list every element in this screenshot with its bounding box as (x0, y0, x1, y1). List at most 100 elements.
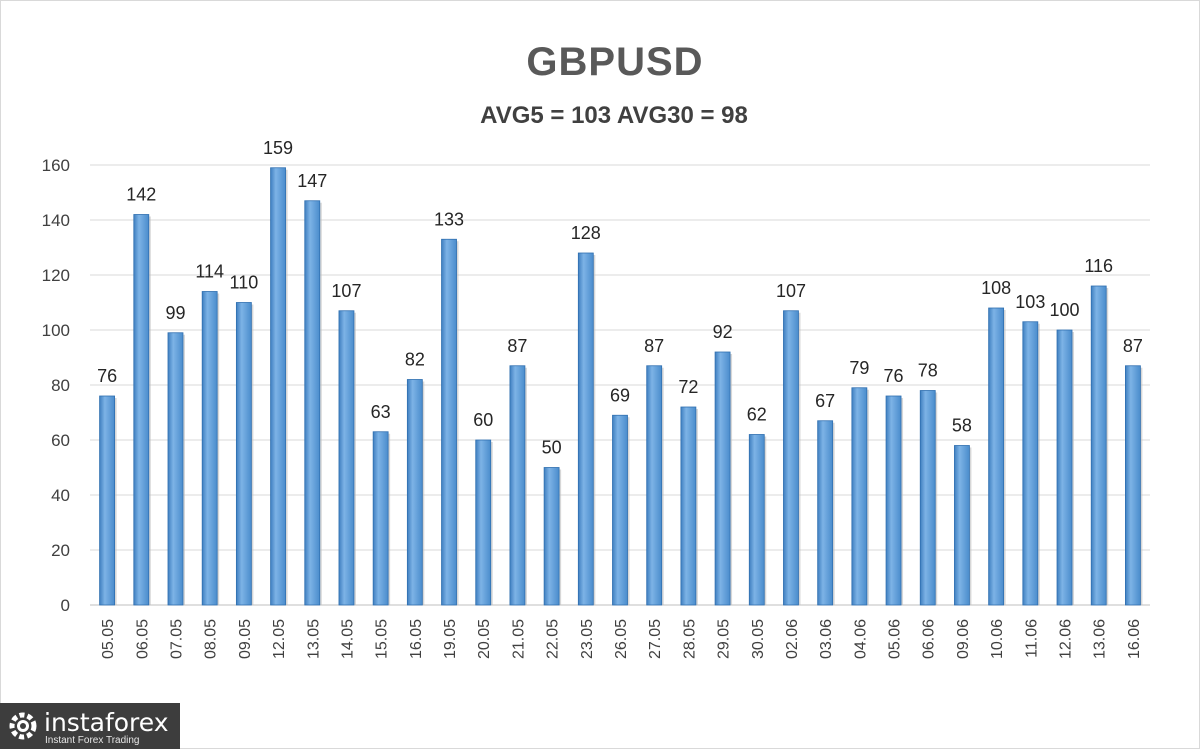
bar (1090, 285, 1107, 606)
data-label: 159 (263, 138, 293, 158)
x-tick-label: 03.06 (818, 619, 835, 659)
x-tick-label: 02.06 (784, 619, 801, 659)
bar (851, 387, 868, 606)
x-tick-label: 20.05 (476, 619, 493, 659)
x-tick-label: 16.06 (1126, 619, 1143, 659)
bar (680, 406, 697, 606)
data-label: 147 (297, 171, 327, 191)
y-tick-label: 40 (51, 486, 70, 505)
x-axis-ticks: 05.05 06.05 07.05 08.05 09.05 12.05 13.05 14.05… (100, 619, 1143, 659)
data-label: 69 (610, 385, 630, 405)
bar (509, 365, 526, 606)
x-tick-label: 11.06 (1023, 619, 1040, 658)
y-tick-label: 0 (61, 596, 70, 615)
x-tick-label: 06.06 (921, 619, 938, 659)
x-tick-label: 22.05 (545, 619, 562, 659)
data-label: 76 (884, 366, 904, 386)
data-label: 103 (1015, 292, 1045, 312)
x-tick-label: 14.05 (339, 619, 356, 659)
x-tick-label: 10.06 (989, 619, 1006, 659)
x-tick-label: 13.05 (305, 619, 322, 659)
x-tick-label: 16.05 (408, 619, 425, 659)
data-label: 114 (195, 262, 224, 282)
bar (201, 291, 218, 606)
x-tick-label: 07.05 (168, 619, 185, 659)
x-tick-label: 04.06 (852, 619, 869, 659)
data-label: 110 (230, 273, 259, 293)
data-label: 67 (815, 391, 835, 411)
bar (646, 365, 663, 606)
bar (577, 252, 594, 606)
x-tick-label: 30.05 (750, 619, 767, 659)
bar (475, 439, 492, 606)
x-tick-label: 23.05 (579, 619, 596, 659)
x-tick-label: 09.05 (237, 619, 254, 659)
data-label: 50 (542, 438, 562, 458)
bar (1022, 321, 1039, 606)
data-label: 76 (97, 366, 117, 386)
bar (954, 445, 970, 606)
x-tick-label: 27.05 (647, 619, 664, 659)
data-label: 87 (507, 336, 527, 356)
x-tick-label: 28.05 (681, 619, 698, 659)
bar (1125, 365, 1141, 606)
data-label: 107 (331, 281, 361, 301)
bar (783, 310, 799, 606)
x-tick-label: 26.05 (613, 619, 630, 659)
bar (885, 395, 902, 606)
bar (304, 200, 321, 606)
bar (714, 351, 731, 606)
x-tick-label: 19.05 (442, 619, 459, 659)
x-tick-label: 09.06 (955, 619, 972, 659)
bar (372, 431, 389, 606)
bar (543, 467, 560, 606)
logo-tagline: Instant Forex Trading (45, 735, 140, 746)
y-tick-label: 80 (51, 376, 70, 395)
data-label: 82 (405, 350, 425, 370)
data-label: 133 (434, 209, 464, 229)
data-label: 142 (126, 185, 156, 205)
y-tick-label: 20 (51, 541, 70, 560)
data-label: 100 (1049, 300, 1079, 320)
data-label: 116 (1084, 256, 1113, 276)
x-tick-label: 05.05 (100, 619, 117, 659)
gear-icon (9, 712, 37, 740)
data-label: 99 (165, 303, 185, 323)
bar (1056, 329, 1073, 606)
bars (99, 167, 1143, 606)
data-label: 128 (571, 223, 601, 243)
bar (167, 332, 184, 606)
y-tick-label: 60 (51, 431, 70, 450)
bar (338, 310, 355, 606)
y-tick-label: 120 (42, 266, 70, 285)
y-tick-label: 160 (42, 156, 70, 175)
x-tick-label: 15.05 (374, 619, 391, 659)
data-label: 87 (644, 336, 664, 356)
data-label: 107 (776, 281, 806, 301)
x-tick-label: 21.05 (510, 619, 527, 659)
data-label: 92 (713, 322, 733, 342)
data-label: 62 (747, 405, 767, 425)
bar (988, 307, 1005, 606)
instaforex-logo: instaforex Instant Forex Trading (0, 703, 180, 749)
x-tick-label: 12.06 (1058, 619, 1075, 659)
bar (748, 434, 765, 606)
data-label: 78 (918, 361, 938, 381)
bar (612, 414, 628, 606)
bar (441, 238, 457, 606)
chart-subtitle: AVG5 = 103 AVG30 = 98 (480, 102, 748, 129)
chart-title: GBPUSD (526, 40, 704, 84)
data-label: 58 (952, 416, 972, 436)
logo-name: instaforex (44, 708, 169, 737)
bar (919, 390, 936, 606)
x-tick-label: 13.06 (1092, 619, 1109, 659)
y-tick-label: 140 (42, 211, 70, 230)
data-label: 79 (849, 358, 869, 378)
x-tick-label: 29.05 (716, 619, 733, 659)
bar (133, 214, 150, 606)
data-label: 72 (678, 377, 698, 397)
bar (99, 395, 115, 606)
data-label: 60 (473, 410, 493, 430)
